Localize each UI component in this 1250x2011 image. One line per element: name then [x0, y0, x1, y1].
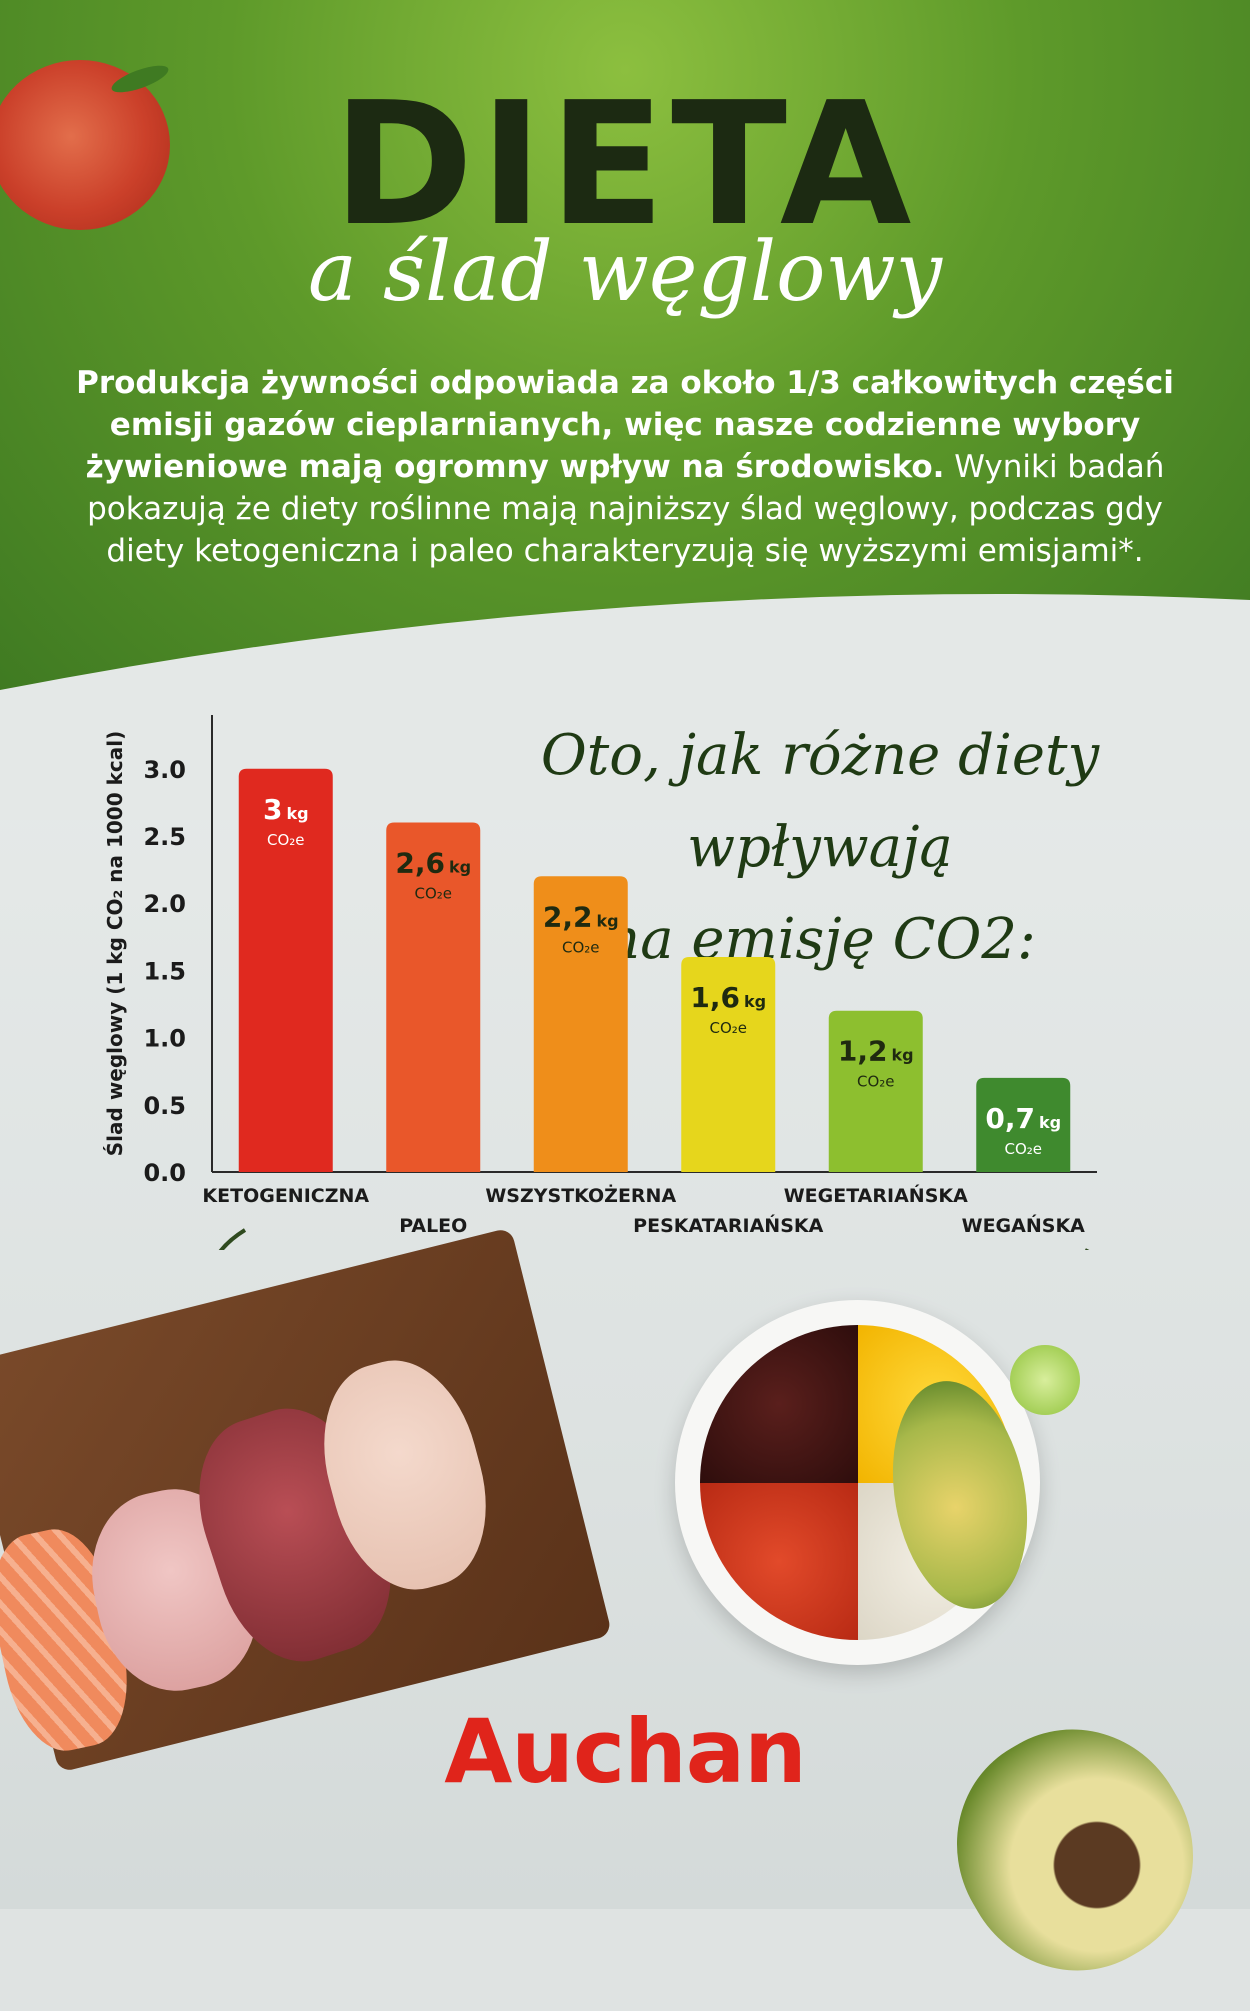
bar-value-label: 2,2 kg [543, 900, 619, 933]
category-label: WEGAŃSKA [962, 1214, 1086, 1237]
auchan-logo-text: Auchan [444, 1700, 807, 1803]
y-axis-title: Ślad węglowy (1 kg CO₂ na 1000 kcal) [103, 731, 127, 1156]
bar-value-label: 1,6 kg [690, 981, 766, 1014]
category-label: WEGETARIAŃSKA [784, 1184, 968, 1207]
page-title: DIETA [332, 66, 918, 264]
bar-unit-label: CO₂e [414, 885, 452, 903]
auchan-logo: Auchan [0, 1700, 1250, 1803]
y-tick-label: 0.0 [143, 1159, 186, 1187]
category-label: PESKATARIAŃSKA [633, 1214, 823, 1237]
arrow-left-icon [218, 1228, 247, 1250]
y-tick-label: 1.5 [143, 957, 186, 985]
bar-value-label: 0,7 kg [985, 1102, 1061, 1135]
bar-chart: 0.0 0.5 1.0 1.5 2.0 2.5 3.0 Ślad węglowy (1 kg … [103, 715, 1097, 1250]
tomato-image [0, 60, 170, 230]
top-green-background [0, 0, 1250, 700]
bar-value-label: 1,2 kg [838, 1035, 914, 1068]
chart-headline: Oto, jak różne diety wpływają na emisję … [440, 710, 1200, 986]
page-subtitle: a ślad węglowy [307, 225, 943, 320]
tomatoes-image [700, 1482, 858, 1640]
y-tick-label: 2.0 [143, 890, 186, 918]
y-tick-label: 0.5 [143, 1092, 186, 1120]
bar-unit-label: CO₂e [709, 1019, 747, 1037]
black-beans-image [700, 1325, 858, 1483]
bar-unit-label: CO₂e [267, 831, 305, 849]
bar [533, 876, 628, 1172]
bar [681, 956, 776, 1172]
y-tick-label: 2.5 [143, 823, 186, 851]
category-label: KETOGENICZNA [202, 1185, 369, 1207]
chart-headline-line1: Oto, jak różne diety wpływają [540, 723, 1100, 880]
category-label: PALEO [399, 1215, 467, 1237]
y-tick-label: 1.0 [143, 1025, 186, 1053]
bar [828, 1010, 923, 1172]
category-label: WSZYSTKOŻERNA [485, 1183, 676, 1207]
curve-divider [0, 594, 1250, 820]
intro-regular-text: Wyniki badań pokazują że diety roślinne … [87, 449, 1165, 569]
bar [386, 822, 481, 1172]
bar [238, 768, 333, 1172]
y-tick-label: 3.0 [143, 756, 186, 784]
chart-headline-line2: na emisję CO2: [604, 907, 1036, 972]
bar [976, 1077, 1071, 1172]
intro-paragraph: Produkcja żywności odpowiada za około 1/… [60, 362, 1190, 572]
bar-unit-label: CO₂e [1004, 1140, 1042, 1158]
bar-value-label: 2,6 kg [395, 847, 471, 880]
bar-unit-label: CO₂e [562, 938, 600, 956]
bar-value-label: 3 kg [263, 793, 309, 826]
intro-bold-text: Produkcja żywności odpowiada za około 1/… [76, 365, 1174, 485]
bar-unit-label: CO₂e [857, 1073, 895, 1091]
lime-image [1010, 1345, 1080, 1415]
